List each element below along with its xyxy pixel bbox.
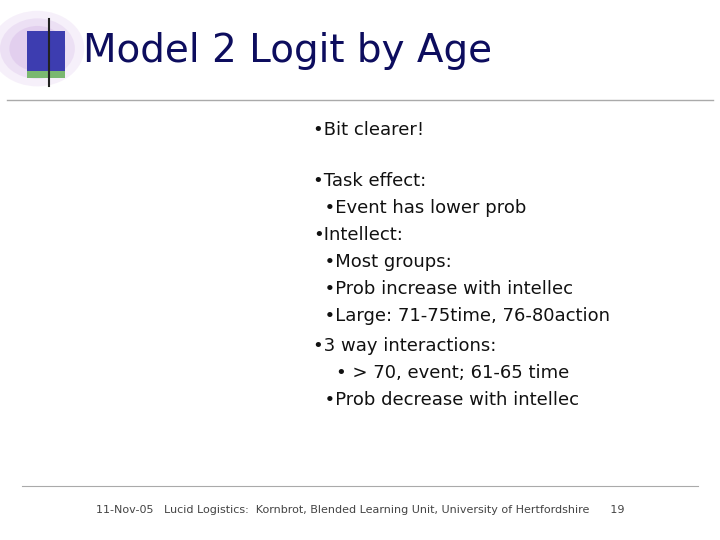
Text: •Most groups:: •Most groups: <box>313 253 452 271</box>
Text: •Prob increase with intellec: •Prob increase with intellec <box>313 280 573 298</box>
Text: •3 way interactions:: •3 way interactions: <box>313 336 497 355</box>
Text: 11-Nov-05   Lucid Logistics:  Kornbrot, Blended Learning Unit, University of Her: 11-Nov-05 Lucid Logistics: Kornbrot, Ble… <box>96 505 624 515</box>
Text: •Event has lower prob: •Event has lower prob <box>313 199 526 217</box>
Text: •Task effect:: •Task effect: <box>313 172 426 190</box>
Text: •Bit clearer!: •Bit clearer! <box>313 120 424 139</box>
Bar <box>27 70 65 78</box>
Ellipse shape <box>0 11 84 86</box>
Text: •Intellect:: •Intellect: <box>313 226 403 244</box>
Text: •Prob decrease with intellec: •Prob decrease with intellec <box>313 390 579 409</box>
Text: Model 2 Logit by Age: Model 2 Logit by Age <box>83 32 492 70</box>
Bar <box>27 31 65 71</box>
Ellipse shape <box>9 26 66 71</box>
Text: • > 70, event; 61-65 time: • > 70, event; 61-65 time <box>313 363 570 382</box>
Ellipse shape <box>0 18 75 79</box>
Text: •Large: 71-75time, 76-80action: •Large: 71-75time, 76-80action <box>313 307 611 325</box>
